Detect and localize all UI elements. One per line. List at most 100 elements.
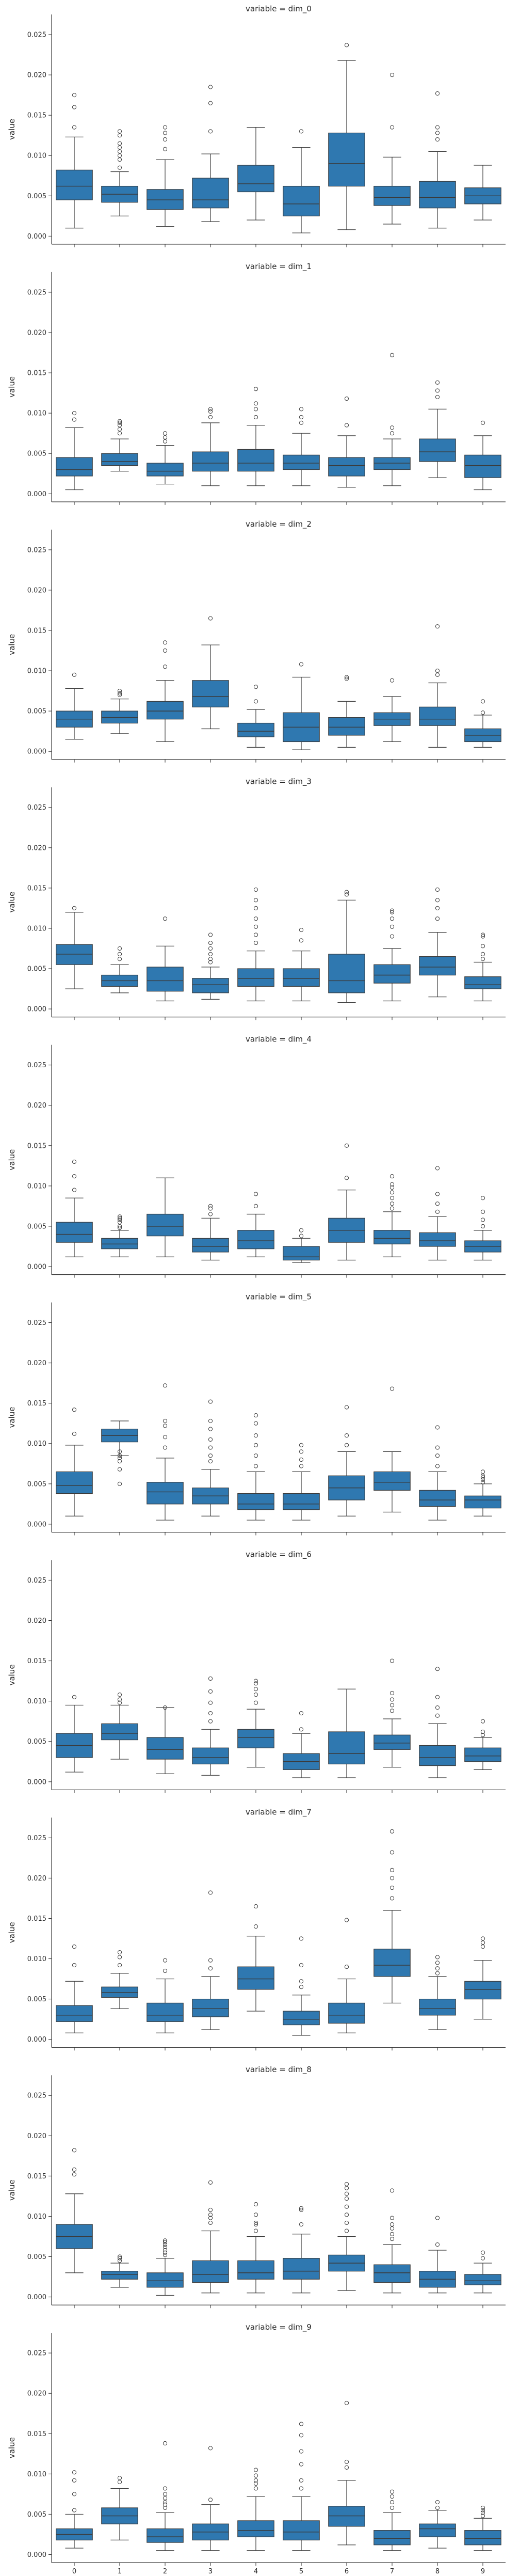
y-tick-label: 0.020 bbox=[27, 844, 46, 852]
outlier-point bbox=[435, 1955, 440, 1959]
outlier-point bbox=[389, 910, 395, 914]
y-tick-label: 0.010 bbox=[27, 2471, 46, 2478]
iqr-box bbox=[192, 178, 229, 209]
y-tick-label: 0.015 bbox=[27, 884, 46, 892]
panel-title: variable = dim_1 bbox=[246, 262, 312, 272]
outlier-point bbox=[435, 131, 440, 135]
outlier-point bbox=[299, 1234, 304, 1238]
outlier-point bbox=[435, 624, 440, 629]
y-axis-label: value bbox=[7, 634, 17, 655]
outlier-point bbox=[163, 648, 168, 653]
box-dim_8-label-3 bbox=[192, 2180, 229, 2294]
outlier-point bbox=[299, 662, 304, 667]
y-axis-label: value bbox=[7, 892, 17, 913]
outlier-point bbox=[117, 1459, 122, 1464]
outlier-point bbox=[72, 2167, 77, 2172]
outlier-point bbox=[208, 1459, 213, 1464]
outlier-point bbox=[253, 916, 258, 921]
outlier-point bbox=[117, 165, 122, 170]
outlier-point bbox=[299, 407, 304, 412]
outlier-point bbox=[163, 431, 168, 436]
y-tick-label: 0.000 bbox=[27, 1263, 46, 1271]
outlier-point bbox=[253, 1192, 258, 1196]
y-tick-label: 0.000 bbox=[27, 2036, 46, 2044]
iqr-box bbox=[283, 2011, 320, 2026]
outlier-point bbox=[389, 2216, 395, 2220]
outlier-point bbox=[208, 101, 213, 105]
outlier-point bbox=[389, 1709, 395, 1713]
iqr-box bbox=[283, 185, 320, 216]
iqr-box bbox=[328, 457, 365, 477]
panel-title: variable = dim_5 bbox=[246, 1292, 312, 1302]
outlier-point bbox=[163, 125, 168, 130]
iqr-box bbox=[147, 189, 184, 210]
outlier-point bbox=[299, 2462, 304, 2467]
outlier-point bbox=[253, 387, 258, 391]
box-dim_9-label-9 bbox=[464, 2505, 501, 2551]
iqr-box bbox=[419, 956, 456, 976]
outlier-point bbox=[117, 427, 122, 432]
box-dim_8-label-5 bbox=[283, 2206, 320, 2294]
outlier-point bbox=[117, 692, 122, 697]
outlier-point bbox=[389, 1886, 395, 1890]
box-dim_3-label-2 bbox=[147, 916, 184, 1002]
outlier-point bbox=[253, 1687, 258, 1692]
outlier-point bbox=[253, 1443, 258, 1447]
outlier-point bbox=[389, 1182, 395, 1187]
outlier-point bbox=[389, 1850, 395, 1855]
outlier-point bbox=[253, 933, 258, 937]
iqr-box bbox=[56, 1222, 93, 1243]
iqr-box bbox=[373, 2530, 411, 2546]
outlier-point bbox=[344, 2220, 349, 2225]
outlier-point bbox=[389, 934, 395, 939]
outlier-point bbox=[344, 2465, 349, 2470]
box-dim_4-label-0 bbox=[56, 1159, 93, 1257]
outlier-point bbox=[389, 2222, 395, 2227]
outlier-point bbox=[435, 125, 440, 130]
outlier-point bbox=[72, 93, 77, 98]
iqr-box bbox=[147, 2272, 184, 2288]
box-dim_5-label-6 bbox=[328, 1405, 365, 1516]
outlier-point bbox=[117, 1224, 122, 1229]
y-tick-label: 0.025 bbox=[27, 804, 46, 812]
outlier-point bbox=[208, 616, 213, 621]
outlier-point bbox=[163, 2242, 168, 2247]
box-dim_3-label-6 bbox=[328, 890, 365, 1003]
y-tick-label: 0.015 bbox=[27, 1657, 46, 1665]
iqr-box bbox=[56, 2005, 93, 2022]
iqr-box bbox=[237, 722, 274, 737]
outlier-point bbox=[389, 2505, 395, 2510]
box-dim_7-label-8 bbox=[419, 1955, 456, 2030]
outlier-point bbox=[480, 1480, 485, 1484]
outlier-point bbox=[480, 1196, 485, 1200]
iqr-box bbox=[56, 1471, 93, 1494]
outlier-point bbox=[208, 2446, 213, 2451]
outlier-point bbox=[117, 1456, 122, 1460]
box-dim_2-label-6 bbox=[328, 675, 365, 748]
x-tick-label: 7 bbox=[390, 2568, 394, 2575]
outlier-point bbox=[389, 1829, 395, 1834]
outlier-point bbox=[253, 2468, 258, 2472]
box-dim_6-label-9 bbox=[464, 1719, 501, 1770]
box-dim_8-label-8 bbox=[419, 2216, 456, 2294]
outlier-point bbox=[208, 1445, 213, 1450]
iqr-box bbox=[147, 1482, 184, 1505]
box-dim_6-label-0 bbox=[56, 1695, 93, 1773]
outlier-point bbox=[208, 1890, 213, 1895]
y-tick-label: 0.025 bbox=[27, 2092, 46, 2100]
box-dim_5-label-0 bbox=[56, 1408, 93, 1516]
outlier-point bbox=[163, 1968, 168, 1973]
box-dim_2-label-4 bbox=[237, 685, 274, 748]
outlier-point bbox=[480, 1733, 485, 1737]
outlier-point bbox=[435, 1445, 440, 1450]
iqr-box bbox=[419, 1745, 456, 1766]
x-tick-label: 5 bbox=[299, 2568, 303, 2575]
box-dim_7-label-4 bbox=[237, 1904, 274, 2012]
box-dim_9-label-2 bbox=[147, 2441, 184, 2551]
box-dim_4-label-9 bbox=[464, 1196, 501, 1261]
outlier-point bbox=[389, 1190, 395, 1195]
iqr-box bbox=[147, 2002, 184, 2022]
outlier-point bbox=[344, 2182, 349, 2187]
box-dim_1-label-8 bbox=[419, 380, 456, 478]
